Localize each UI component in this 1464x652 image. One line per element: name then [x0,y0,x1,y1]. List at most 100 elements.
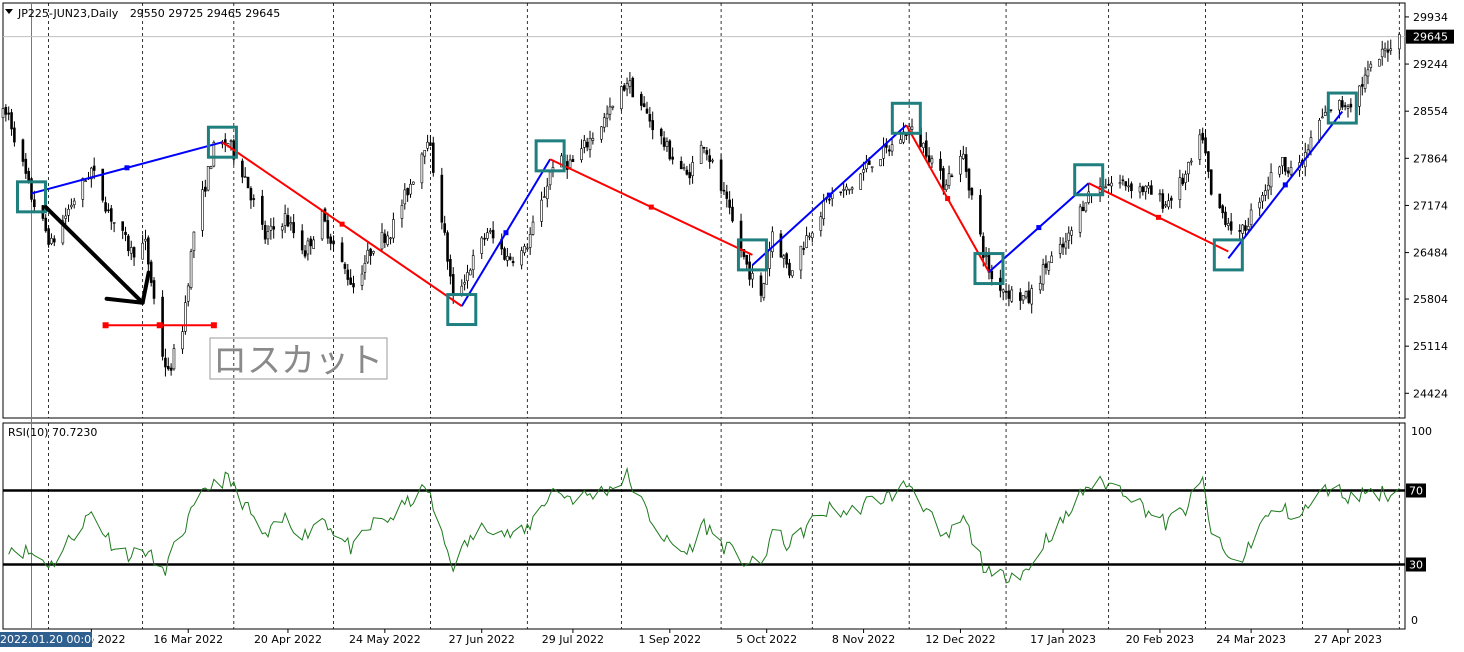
candle-body [511,261,515,264]
candle [585,137,589,152]
price-panel [2,2,1406,630]
candle [1167,193,1170,210]
swing-marker-box [206,125,238,159]
candle-body [431,142,435,173]
candle [164,348,167,377]
candle-body [1369,63,1373,68]
candle-body [1209,169,1213,195]
candle-body [622,85,626,91]
candle [979,189,982,237]
candle-body [1218,193,1222,209]
candle-body [263,225,267,240]
candle-body [300,230,304,251]
candle-body [1286,170,1290,174]
candle-body [10,112,13,130]
candle [785,252,788,269]
candle [13,121,16,147]
stop-loss-point [210,322,217,329]
candle-body [320,211,324,240]
candle [1030,284,1034,314]
candle-body [1050,255,1053,263]
candle [480,236,484,259]
candle-body [372,251,375,254]
candle-body [1321,116,1324,119]
candle-body [488,230,492,233]
candle-body [483,237,486,240]
time-tick-label: 12 Dec 2022 [925,633,995,646]
collapse-triangle-icon[interactable] [5,9,13,14]
candle-body [859,173,863,190]
candle-body [708,155,711,162]
candle [4,104,8,122]
candle-body [147,237,150,265]
price-tick-label: 29934 [1413,11,1448,24]
candle-body [862,169,865,173]
candle [1266,176,1270,200]
candle [283,204,287,233]
candle-body [531,221,535,235]
candle [870,166,874,173]
time-tick-label: 20 Feb 2023 [1126,633,1194,646]
candle-body [870,166,874,169]
candle [1041,258,1045,291]
candle-body [739,220,743,251]
candle [1038,275,1042,294]
candle-body [685,169,689,175]
candle-body [1,108,5,118]
candle [1001,288,1005,301]
candle [1386,40,1390,62]
price-tick-label: 25114 [1413,340,1448,353]
candle-body [1058,244,1062,254]
candle-body [922,142,925,149]
candle-body [1386,49,1390,53]
price-tick-label: 25804 [1413,293,1448,306]
candle-body [1107,184,1110,186]
candle [266,225,270,245]
candle-body [1358,85,1361,107]
candle-body [1238,230,1242,232]
candle-body [1189,160,1193,163]
candle-body [711,159,714,162]
candle [1321,108,1324,119]
candle [1044,255,1048,275]
candle [292,214,295,239]
candle-body [642,103,646,108]
candle [372,250,375,256]
swing-marker-box [1212,238,1244,272]
candle [1107,179,1110,186]
candle-body [141,242,144,260]
candle [186,283,190,307]
candle-body [1118,182,1122,185]
candle [779,229,783,258]
candle [799,245,803,280]
candle [828,197,831,205]
candle [169,363,173,376]
candle [1398,31,1401,59]
candle-body [1241,224,1244,234]
candle-body [286,215,290,227]
candle [591,132,595,145]
candle [263,220,267,244]
candle [1207,150,1210,179]
candle-body [520,250,523,266]
candle-body [4,106,8,115]
candle [887,145,891,157]
candle [685,165,689,176]
candle [431,136,435,177]
candle [332,235,335,252]
candle-body [984,255,988,258]
candle [64,207,67,225]
candle-body [662,137,666,147]
candle [625,77,629,97]
candle-body [950,175,954,178]
candle-body [340,242,344,262]
candle-body [1047,261,1051,271]
candle-body [206,166,210,191]
candle [1181,173,1185,186]
candle [201,180,204,237]
candle [52,235,56,247]
candle [366,242,370,264]
candle [1081,200,1085,212]
candle-body [1249,209,1253,226]
candle [1084,202,1088,213]
